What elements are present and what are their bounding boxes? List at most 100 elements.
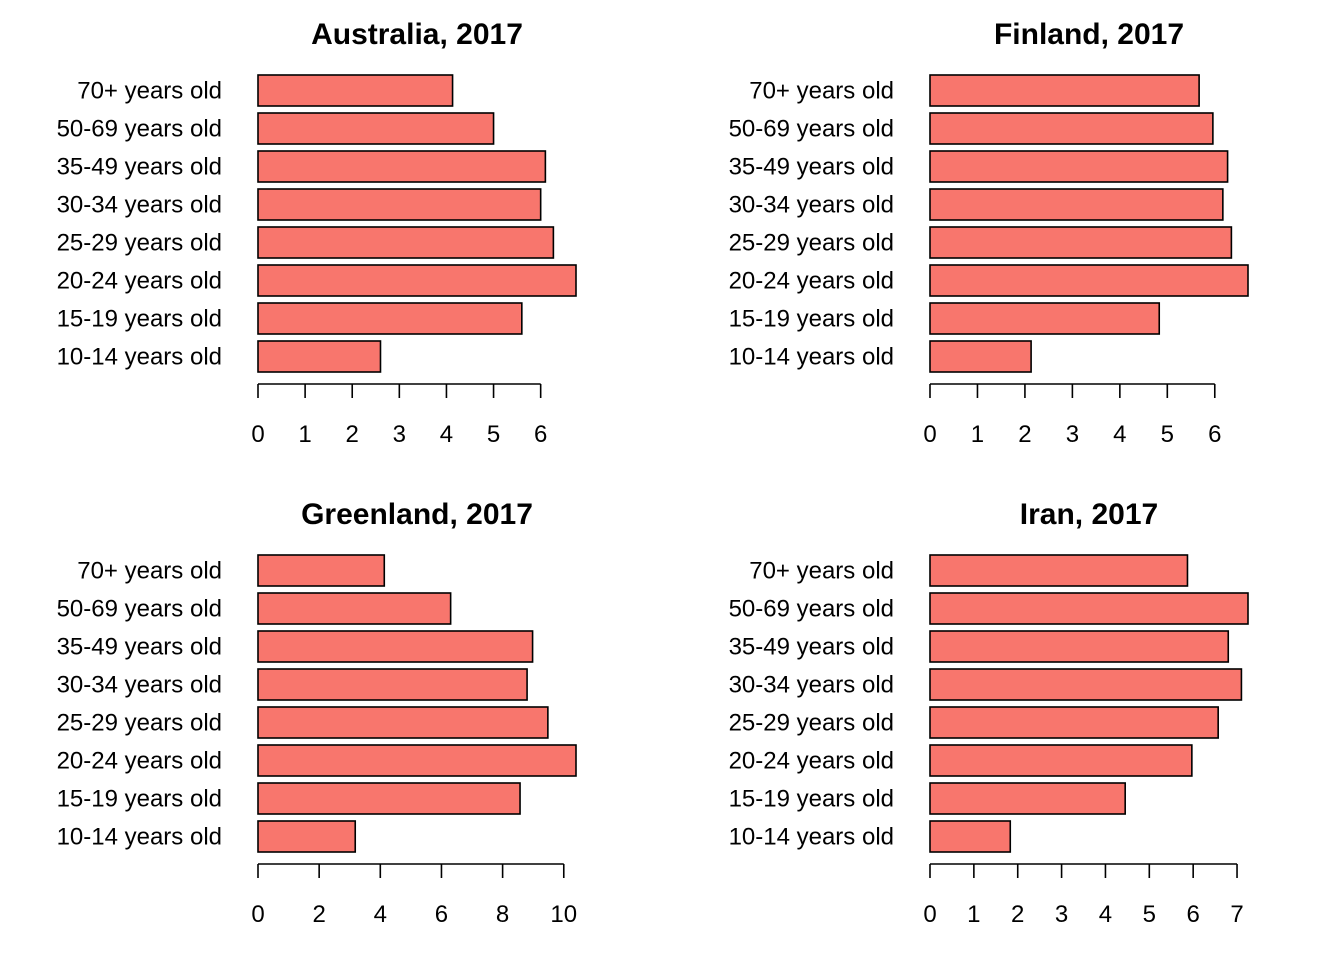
category-label: 25-29 years old [729, 230, 894, 257]
bar [929, 74, 1200, 107]
bar [929, 150, 1229, 183]
x-tick-label: 10 [550, 901, 577, 928]
bar [257, 820, 357, 853]
x-tick-label: 1 [967, 901, 980, 928]
category-label: 10-14 years old [729, 824, 894, 851]
x-tick-label: 6 [534, 421, 547, 448]
x-tick-label: 0 [251, 901, 264, 928]
x-tick-label: 4 [1099, 901, 1112, 928]
category-label: 70+ years old [749, 78, 894, 105]
bar [929, 226, 1233, 259]
bar [929, 668, 1243, 701]
bar [257, 630, 534, 663]
x-tick-label: 2 [1018, 421, 1031, 448]
x-tick-label: 5 [1161, 421, 1174, 448]
category-label: 50-69 years old [57, 596, 222, 623]
x-tick-label: 7 [1230, 901, 1243, 928]
category-label: 15-19 years old [57, 306, 222, 333]
category-label: 10-14 years old [57, 344, 222, 371]
bar [929, 706, 1219, 739]
x-tick-label: 1 [971, 421, 984, 448]
x-tick-label: 5 [1143, 901, 1156, 928]
category-label: 35-49 years old [57, 634, 222, 661]
x-tick-label: 0 [251, 421, 264, 448]
bar [929, 782, 1126, 815]
category-label: 15-19 years old [729, 786, 894, 813]
bar [257, 744, 577, 777]
category-label: 20-24 years old [729, 748, 894, 775]
bar [929, 554, 1189, 587]
category-label: 30-34 years old [729, 192, 894, 219]
x-tick-label: 1 [298, 421, 311, 448]
bar [929, 264, 1249, 297]
chart-panel: Australia, 2017 10-14 years old 15-19 year… [57, 18, 577, 448]
bar [257, 554, 386, 587]
bar [929, 630, 1230, 663]
category-label: 30-34 years old [57, 192, 222, 219]
x-tick-label: 8 [496, 901, 509, 928]
bar [257, 668, 528, 701]
x-tick-label: 6 [1186, 901, 1199, 928]
chart-panel: Finland, 2017 10-14 years old 15-19 years … [729, 18, 1249, 448]
bar [257, 226, 555, 259]
category-label: 70+ years old [749, 558, 894, 585]
category-label: 35-49 years old [729, 154, 894, 181]
category-label: 20-24 years old [729, 268, 894, 295]
x-tick-label: 4 [374, 901, 387, 928]
bar [929, 302, 1161, 335]
bar [257, 264, 577, 297]
chart-title: Finland, 2017 [994, 18, 1184, 51]
chart-title: Iran, 2017 [1020, 498, 1158, 531]
category-label: 15-19 years old [57, 786, 222, 813]
category-label: 25-29 years old [57, 230, 222, 257]
bar [257, 302, 523, 335]
x-tick-label: 0 [923, 901, 936, 928]
bar [257, 592, 452, 625]
category-label: 35-49 years old [57, 154, 222, 181]
bar [929, 820, 1012, 853]
x-tick-label: 4 [440, 421, 453, 448]
chart-title: Greenland, 2017 [301, 498, 533, 531]
bar [929, 744, 1193, 777]
chart-panel: Greenland, 2017 10-14 years old 15-19 year… [57, 498, 578, 928]
x-tick-label: 4 [1113, 421, 1126, 448]
x-tick-label: 6 [435, 901, 448, 928]
x-tick-label: 0 [923, 421, 936, 448]
bar [257, 150, 547, 183]
bar [929, 340, 1032, 373]
x-tick-label: 3 [1055, 901, 1068, 928]
x-tick-label: 3 [393, 421, 406, 448]
bar [929, 112, 1214, 145]
x-tick-label: 2 [312, 901, 325, 928]
category-label: 30-34 years old [729, 672, 894, 699]
category-label: 35-49 years old [729, 634, 894, 661]
chart-panel: Iran, 2017 10-14 years old 15-19 years old… [729, 498, 1249, 928]
chart-title: Australia, 2017 [311, 18, 523, 51]
x-tick-label: 3 [1066, 421, 1079, 448]
x-tick-label: 2 [1011, 901, 1024, 928]
bar [257, 782, 521, 815]
category-label: 10-14 years old [57, 824, 222, 851]
category-label: 50-69 years old [57, 116, 222, 143]
bar [257, 340, 382, 373]
bar [257, 706, 549, 739]
x-tick-label: 6 [1208, 421, 1221, 448]
category-label: 30-34 years old [57, 672, 222, 699]
category-label: 50-69 years old [729, 116, 894, 143]
category-label: 20-24 years old [57, 748, 222, 775]
x-tick-label: 2 [346, 421, 359, 448]
bar [257, 188, 542, 221]
bar [257, 74, 454, 107]
category-label: 50-69 years old [729, 596, 894, 623]
bar [929, 188, 1224, 221]
bar [257, 112, 495, 145]
category-label: 70+ years old [77, 558, 222, 585]
category-label: 15-19 years old [729, 306, 894, 333]
category-label: 20-24 years old [57, 268, 222, 295]
category-label: 25-29 years old [729, 710, 894, 737]
x-tick-label: 5 [487, 421, 500, 448]
bar [929, 592, 1249, 625]
category-label: 10-14 years old [729, 344, 894, 371]
